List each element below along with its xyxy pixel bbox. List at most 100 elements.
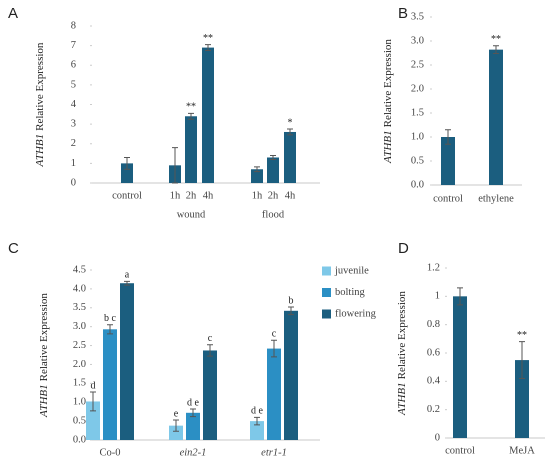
error-bar: [173, 419, 179, 432]
bar: [489, 49, 503, 185]
error-bar: [205, 44, 211, 52]
y-tick-label: 3.0: [73, 321, 86, 332]
error-bar: [190, 408, 196, 418]
significance-label: **: [203, 33, 213, 44]
y-tick-label: 4: [71, 99, 77, 110]
significance-label: c: [208, 333, 213, 344]
y-tick-label: 3.0: [411, 35, 424, 46]
error-bar: [493, 45, 499, 54]
x-tick-label: control: [433, 193, 463, 204]
error-bar: [288, 306, 294, 316]
significance-label: b: [289, 295, 294, 306]
x-tick-label: 1h: [170, 190, 181, 201]
y-tick-label: 1.0: [73, 397, 86, 408]
bar: [453, 296, 467, 438]
significance-label: c: [272, 329, 277, 340]
y-tick-label: 0.0: [411, 179, 424, 190]
y-axis-gene: ATHB1: [38, 384, 50, 418]
error-bar: [445, 129, 451, 145]
error-bar: [254, 166, 260, 173]
significance-label: **: [491, 34, 501, 45]
bar: [202, 47, 214, 184]
bar: [203, 350, 217, 440]
x-tick-label: etr1-1: [261, 447, 287, 458]
significance-label: a: [125, 270, 130, 281]
y-tick-label: 3.5: [411, 11, 424, 22]
y-tick-label: 2: [71, 138, 76, 149]
y-tick-label: 5: [71, 79, 76, 90]
legend-swatch: [322, 266, 331, 276]
bar: [103, 329, 117, 440]
y-tick-label: 0.5: [411, 155, 424, 166]
panel-label: A: [8, 5, 18, 22]
x-tick-label: 1h: [252, 190, 263, 201]
bar: [169, 425, 183, 440]
bar: [250, 421, 264, 440]
x-tick-label: control: [445, 445, 475, 456]
y-tick-label: 3: [71, 119, 76, 130]
error-bar: [90, 391, 96, 412]
y-axis-gene: ATHB1: [34, 134, 46, 168]
bar: [186, 412, 200, 440]
significance-label: d e: [187, 397, 200, 408]
y-tick-label: 8: [71, 20, 76, 31]
bar: [515, 360, 529, 438]
y-tick-label: 1.2: [427, 262, 440, 273]
y-tick-label: 2.5: [411, 59, 424, 70]
x-tick-label: ein2-1: [180, 447, 207, 458]
y-tick-label: 4.5: [73, 264, 86, 275]
y-tick-label: 1.0: [411, 131, 424, 142]
legend-label: flowering: [335, 308, 377, 319]
error-bar: [254, 416, 260, 426]
x-tick-label: control: [112, 190, 142, 201]
y-tick-label: 2.0: [73, 359, 86, 370]
panel-label: C: [8, 240, 19, 257]
significance-label: **: [186, 102, 196, 113]
bar: [267, 157, 279, 183]
legend-swatch: [322, 309, 331, 319]
y-axis-label: ATHB1 Relative Expression: [396, 291, 408, 416]
y-axis-gene: ATHB1: [382, 130, 394, 164]
error-bar: [207, 344, 213, 357]
chart-panel: B ATHB1 Relative Expression 0.0 0.5 1.0 1.5 2.0…: [382, 5, 522, 204]
error-bar: [519, 341, 525, 379]
bar: [185, 116, 197, 183]
y-axis-label: ATHB1 Relative Expression: [34, 42, 46, 167]
significance-label: d: [91, 380, 96, 391]
y-axis-text: Relative Expression: [38, 293, 50, 382]
bar: [284, 310, 298, 440]
y-axis-text: Relative Expression: [396, 291, 408, 380]
error-bar: [457, 287, 463, 306]
y-tick-label: 0: [71, 177, 76, 188]
significance-label: b c: [104, 313, 117, 324]
y-tick-label: 3.5: [73, 302, 86, 313]
panel-label: B: [398, 5, 408, 22]
bar: [86, 401, 100, 440]
y-tick-label: 1.5: [411, 107, 424, 118]
y-tick-label: 0.6: [427, 347, 440, 358]
bar: [284, 131, 296, 183]
group-label: flood: [262, 209, 285, 220]
chart-panel: C ATHB1 Relative Expression 0.0 0.5 1.0 1.5 2.0…: [8, 240, 377, 458]
x-tick-label: Co-0: [100, 447, 121, 458]
y-axis-label: ATHB1 Relative Expression: [38, 293, 50, 418]
significance-label: e: [174, 408, 179, 419]
y-tick-label: 1.5: [73, 378, 86, 389]
y-tick-label: 0.4: [427, 376, 441, 387]
error-bar: [172, 147, 178, 184]
x-tick-label: 2h: [186, 190, 197, 201]
y-axis-text: Relative Expression: [34, 42, 46, 131]
x-tick-label: MeJA: [509, 445, 535, 456]
legend-label: bolting: [335, 287, 366, 298]
y-tick-label: 1: [435, 291, 440, 302]
y-tick-label: 1: [71, 158, 76, 169]
error-bar: [270, 155, 276, 160]
significance-label: *: [288, 117, 293, 128]
y-tick-label: 0.0: [73, 434, 86, 445]
error-bar: [107, 324, 113, 335]
bar: [251, 169, 263, 183]
y-tick-label: 0.2: [427, 404, 440, 415]
x-tick-label: 4h: [203, 190, 214, 201]
error-bar: [271, 339, 277, 358]
